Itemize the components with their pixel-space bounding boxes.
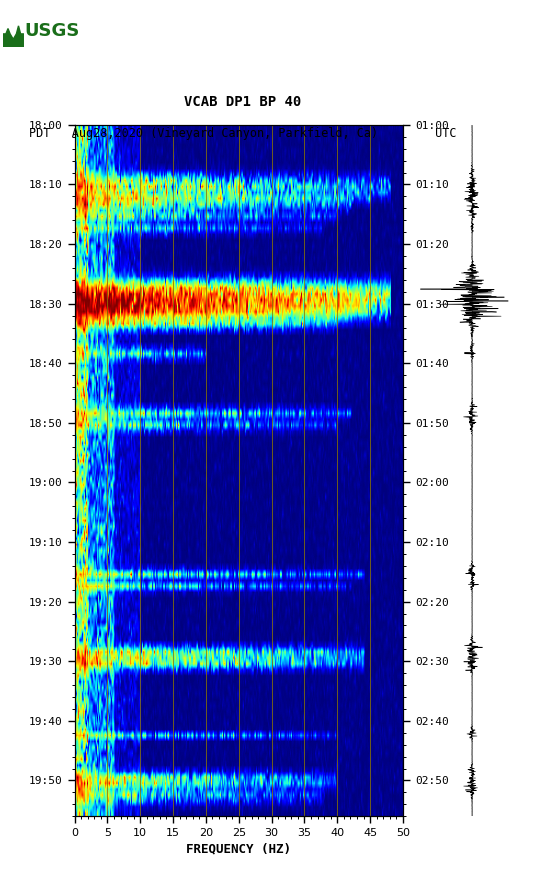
Text: USGS: USGS (25, 22, 80, 40)
Text: VCAB DP1 BP 40: VCAB DP1 BP 40 (184, 95, 301, 109)
Text: PDT   Aug28,2020 (Vineyard Canyon, Parkfield, Ca)        UTC: PDT Aug28,2020 (Vineyard Canyon, Parkfie… (29, 127, 457, 140)
Polygon shape (3, 26, 24, 47)
X-axis label: FREQUENCY (HZ): FREQUENCY (HZ) (186, 842, 291, 855)
